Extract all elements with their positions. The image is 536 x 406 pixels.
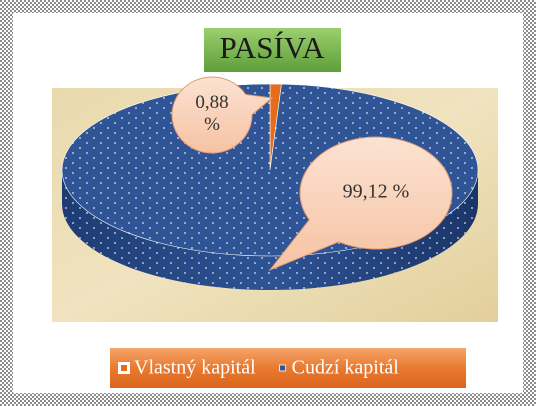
data-label: 0,88% — [195, 92, 228, 135]
legend-label: Cudzí kapitál — [292, 357, 400, 379]
pie: 0,88 % 99,12 % — [61, 76, 479, 290]
legend-box — [110, 348, 466, 388]
legend: Vlastný kapitál Cudzí kapitál — [118, 357, 399, 379]
legend-marker-inner — [121, 365, 127, 371]
chart-title: PASÍVA — [219, 30, 325, 65]
title-box — [204, 28, 341, 72]
data-label: 99,12 % — [343, 181, 410, 203]
legend-marker — [279, 364, 287, 372]
callout-bubble — [268, 136, 453, 272]
callout-bubble — [171, 76, 274, 154]
legend-label: Vlastný kapitál — [134, 357, 256, 379]
